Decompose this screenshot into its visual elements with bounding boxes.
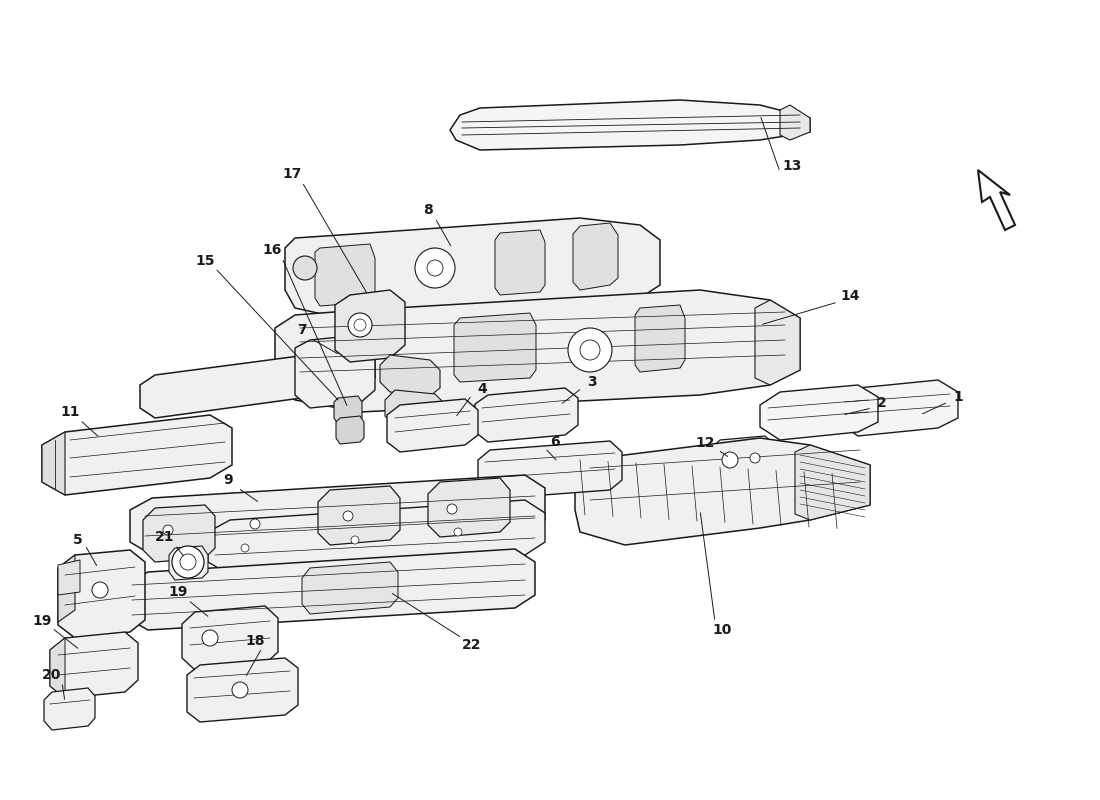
Polygon shape: [58, 550, 145, 638]
Polygon shape: [58, 560, 80, 595]
Circle shape: [241, 544, 249, 552]
Polygon shape: [44, 688, 95, 730]
Polygon shape: [42, 415, 232, 495]
Text: 5: 5: [73, 533, 82, 547]
Polygon shape: [387, 399, 478, 452]
Polygon shape: [838, 380, 958, 436]
Circle shape: [354, 319, 366, 331]
Circle shape: [568, 328, 612, 372]
Text: 2: 2: [877, 396, 887, 410]
Circle shape: [293, 256, 317, 280]
Polygon shape: [385, 390, 446, 430]
Circle shape: [415, 248, 455, 288]
Polygon shape: [42, 432, 65, 495]
Circle shape: [722, 452, 738, 468]
Polygon shape: [336, 416, 364, 444]
Polygon shape: [575, 438, 870, 545]
Text: 20: 20: [42, 668, 62, 682]
Circle shape: [202, 630, 218, 646]
Polygon shape: [50, 638, 65, 698]
Polygon shape: [285, 218, 660, 318]
Polygon shape: [50, 632, 138, 698]
Polygon shape: [635, 305, 685, 372]
Text: 13: 13: [782, 159, 802, 173]
Text: 12: 12: [695, 436, 715, 450]
Polygon shape: [302, 562, 398, 614]
Polygon shape: [495, 230, 544, 295]
Text: 9: 9: [223, 473, 233, 487]
Text: 6: 6: [550, 435, 560, 449]
Polygon shape: [795, 445, 870, 520]
Polygon shape: [475, 388, 578, 442]
Polygon shape: [454, 313, 536, 382]
Circle shape: [163, 525, 173, 535]
Circle shape: [447, 504, 456, 514]
Text: 4: 4: [477, 382, 487, 396]
Text: 19: 19: [32, 614, 52, 628]
Text: 17: 17: [283, 167, 301, 181]
Circle shape: [351, 536, 359, 544]
Polygon shape: [978, 170, 1015, 230]
Text: 7: 7: [297, 323, 307, 337]
Polygon shape: [208, 500, 544, 575]
Circle shape: [343, 511, 353, 521]
Circle shape: [454, 528, 462, 536]
Polygon shape: [182, 606, 278, 670]
Polygon shape: [125, 549, 535, 630]
Circle shape: [92, 582, 108, 598]
Polygon shape: [143, 505, 214, 562]
Polygon shape: [169, 546, 208, 580]
Polygon shape: [315, 244, 375, 306]
Polygon shape: [573, 223, 618, 290]
Polygon shape: [187, 658, 298, 722]
Circle shape: [250, 519, 260, 529]
Text: 8: 8: [424, 203, 433, 217]
Text: 21: 21: [155, 530, 175, 544]
Circle shape: [172, 546, 204, 578]
Text: 16: 16: [262, 243, 282, 257]
Circle shape: [427, 260, 443, 276]
Polygon shape: [336, 290, 405, 362]
Text: 10: 10: [713, 623, 732, 637]
Polygon shape: [780, 105, 810, 140]
Polygon shape: [760, 385, 878, 440]
Polygon shape: [379, 355, 440, 396]
Text: 15: 15: [196, 254, 214, 268]
Text: 18: 18: [245, 634, 265, 648]
Polygon shape: [450, 100, 810, 150]
Text: 3: 3: [587, 375, 597, 389]
Polygon shape: [478, 441, 622, 499]
Circle shape: [750, 453, 760, 463]
Polygon shape: [130, 475, 544, 555]
Polygon shape: [755, 300, 800, 385]
Polygon shape: [140, 348, 375, 418]
Polygon shape: [275, 290, 800, 412]
Text: 22: 22: [462, 638, 482, 652]
Circle shape: [580, 340, 600, 360]
Text: 1: 1: [953, 390, 962, 404]
Polygon shape: [334, 396, 362, 424]
Text: 14: 14: [840, 289, 860, 303]
Polygon shape: [58, 555, 75, 622]
Circle shape: [180, 554, 196, 570]
Circle shape: [348, 313, 372, 337]
Polygon shape: [710, 436, 776, 482]
Polygon shape: [428, 478, 510, 537]
Circle shape: [232, 682, 248, 698]
Polygon shape: [295, 335, 375, 408]
Polygon shape: [318, 486, 400, 545]
Text: 11: 11: [60, 405, 79, 419]
Text: 19: 19: [168, 585, 188, 599]
